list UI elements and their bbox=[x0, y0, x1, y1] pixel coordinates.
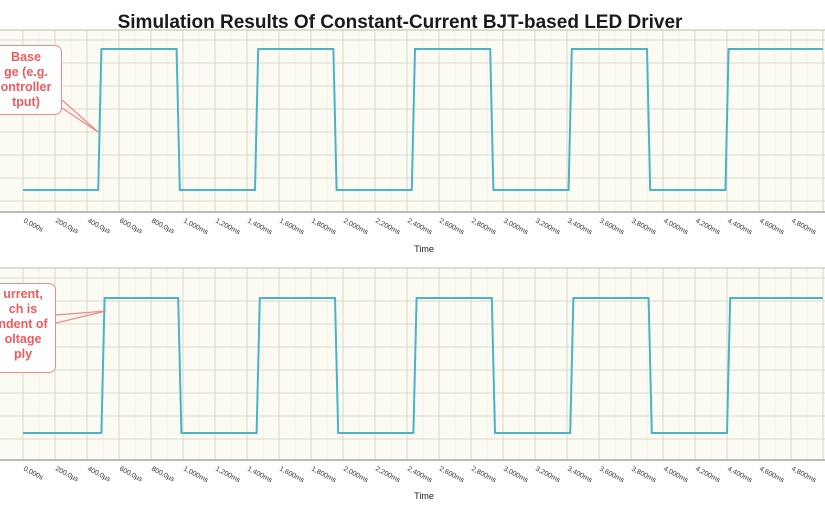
x-tick-label: 2,400ms bbox=[406, 218, 433, 237]
x-tick-label: 2,000ms bbox=[342, 466, 369, 485]
callout-led-current: urrent, ch is ndent of oltage ply bbox=[0, 283, 56, 373]
x-tick-label: 3,600ms bbox=[598, 466, 625, 485]
x-tick-label: 600,0µs bbox=[118, 218, 144, 236]
x-axis-label: Time bbox=[414, 491, 434, 501]
callout-text-line: ch is bbox=[8, 302, 38, 316]
x-tick-label: 4,800ms bbox=[790, 466, 817, 485]
x-tick-label: 2,400ms bbox=[406, 466, 433, 485]
x-tick-label: 4,200ms bbox=[694, 466, 721, 485]
x-tick-label: 2,600ms bbox=[438, 218, 465, 237]
x-tick-label: 4,000ms bbox=[662, 466, 689, 485]
x-tick-label: 1,200ms bbox=[214, 466, 241, 485]
x-axis-label: Time bbox=[414, 244, 434, 254]
x-tick-label: 1,800ms bbox=[310, 218, 337, 237]
callout-text-line: ge (e.g. bbox=[4, 65, 48, 79]
x-tick-label: 3,400ms bbox=[566, 218, 593, 237]
callout-base-voltage: Base ge (e.g. ontroller tput) bbox=[0, 45, 62, 115]
x-tick-label: 4,000ms bbox=[662, 218, 689, 237]
x-tick-label: 4,400ms bbox=[726, 466, 753, 485]
x-tick-label: 2,600ms bbox=[438, 466, 465, 485]
x-tick-label: 1,000ms bbox=[182, 466, 209, 485]
x-tick-label: 0,000s bbox=[22, 218, 44, 234]
x-tick-label: 1,400ms bbox=[246, 218, 273, 237]
x-tick-label: 3,000ms bbox=[502, 218, 529, 237]
callout-pointer bbox=[61, 107, 99, 133]
x-tick-label: 4,600ms bbox=[758, 218, 785, 237]
x-tick-label: 1,600ms bbox=[278, 218, 305, 237]
callout-text-line: urrent, bbox=[3, 287, 43, 301]
x-tick-label: 2,200ms bbox=[374, 218, 401, 237]
x-tick-label: 3,200ms bbox=[534, 218, 561, 237]
x-tick-label: 3,400ms bbox=[566, 466, 593, 485]
x-tick-label: 3,800ms bbox=[630, 466, 657, 485]
x-tick-label: 1,600ms bbox=[278, 466, 305, 485]
x-tick-label: 2,800ms bbox=[470, 218, 497, 237]
x-tick-label: 400,0µs bbox=[86, 218, 112, 236]
x-tick-label: 4,600ms bbox=[758, 466, 785, 485]
x-tick-label: 800,0µs bbox=[150, 466, 176, 484]
x-tick-label: 0,000s bbox=[22, 466, 44, 482]
x-tick-label: 3,800ms bbox=[630, 218, 657, 237]
callout-pointer bbox=[55, 310, 107, 324]
x-tick-label: 4,400ms bbox=[726, 218, 753, 237]
callout-pointer bbox=[61, 99, 99, 133]
x-tick-label: 2,000ms bbox=[342, 218, 369, 237]
x-tick-label: 600,0µs bbox=[118, 466, 144, 484]
plot-area bbox=[0, 268, 825, 460]
chart-title: Simulation Results Of Constant-Current B… bbox=[117, 12, 683, 33]
callout-text-line: Base bbox=[11, 50, 41, 64]
callout-text-line: ontroller bbox=[0, 80, 52, 94]
x-tick-label: 1,800ms bbox=[310, 466, 337, 485]
x-tick-label: 1,000ms bbox=[182, 218, 209, 237]
x-tick-label: 4,800ms bbox=[790, 218, 817, 237]
x-tick-label: 800,0µs bbox=[150, 218, 176, 236]
x-tick-label: 1,400ms bbox=[246, 466, 273, 485]
x-tick-label: 200,0µs bbox=[54, 466, 80, 484]
x-tick-label: 2,800ms bbox=[470, 466, 497, 485]
x-tick-label: 4,200ms bbox=[694, 218, 721, 237]
callout-text-line: oltage bbox=[4, 332, 42, 346]
callout-text-line: tput) bbox=[12, 95, 40, 109]
x-tick-label: 200,0µs bbox=[54, 218, 80, 236]
waveform-series-1 bbox=[23, 297, 823, 434]
callout-text-line: ndent of bbox=[0, 317, 48, 331]
x-tick-label: 2,200ms bbox=[374, 466, 401, 485]
waveform-series-1 bbox=[23, 48, 823, 191]
callout-text-line: ply bbox=[13, 347, 33, 361]
callout-pointer bbox=[55, 310, 107, 316]
x-tick-label: 3,200ms bbox=[534, 466, 561, 485]
chart-panel-2: 0,000s 200,0µs 400,0µs 600,0µs 800,0µs 1,000m… bbox=[0, 267, 825, 501]
x-tick-label: 1,200ms bbox=[214, 218, 241, 237]
x-tick-label: 400,0µs bbox=[86, 466, 112, 484]
x-tick-label: 3,000ms bbox=[502, 466, 529, 485]
x-tick-label: 3,600ms bbox=[598, 218, 625, 237]
chart-panel-1: 0,000s 200,0µs 400,0µs 600,0µs 800,0µs 1,000m… bbox=[0, 29, 825, 254]
